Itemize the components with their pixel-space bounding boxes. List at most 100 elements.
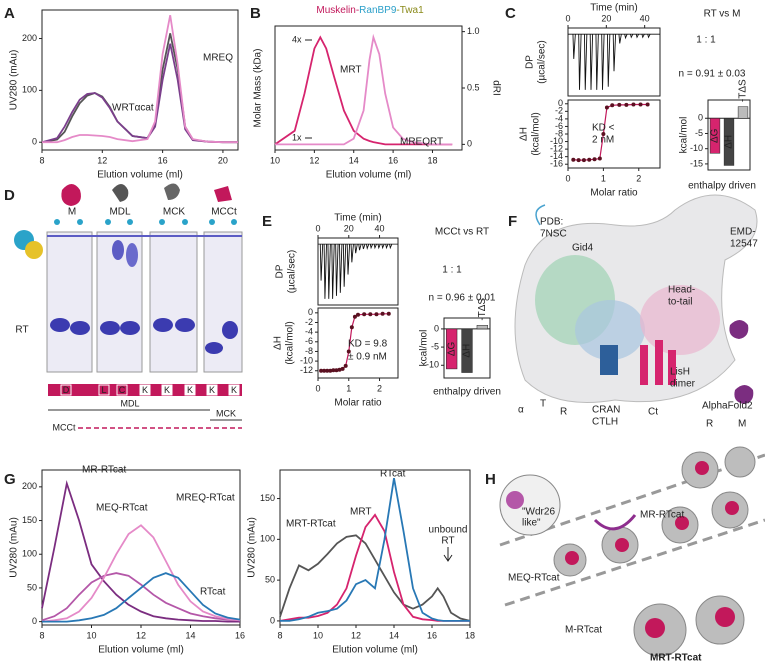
y-tick-label: 50 [265, 575, 275, 585]
y-tick-label: -14 [550, 151, 563, 161]
x-tick-label: 2 [636, 173, 641, 183]
x-axis-label: Elution volume (ml) [326, 170, 412, 181]
injection-peak [607, 34, 611, 87]
domain-label: K [209, 385, 215, 395]
annotation: unbound [429, 525, 468, 536]
data-point [645, 102, 650, 107]
domain-label: K [142, 385, 148, 395]
x-tick-label: 14 [349, 155, 359, 165]
title-part: RanBP9 [359, 5, 397, 16]
x-tick-label: 10 [270, 155, 280, 165]
x-axis-label: Molar ratio [590, 188, 638, 199]
domain-label: L [101, 385, 106, 395]
y2-tick-label: 0.5 [467, 82, 480, 92]
y-tick-label: -10 [550, 136, 563, 146]
data-point [325, 368, 330, 373]
annotation: n = 0.96 ± 0.01 [429, 293, 496, 304]
y-tick-label: 0 [434, 323, 439, 333]
annotation: RT vs M [704, 9, 741, 20]
title-part: Muskelin- [316, 5, 359, 16]
annotation: 1 : 1 [696, 35, 716, 46]
construct-label: MCCt [53, 422, 76, 432]
y-tick-label: -15 [690, 158, 703, 168]
annotation: KD = 9.8 [348, 339, 388, 350]
bar-category: ΔH [462, 344, 473, 358]
domain-box [184, 384, 196, 396]
y-axis-label: kcal/mol [419, 330, 430, 367]
data-point [581, 158, 586, 163]
x-tick-label: 12 [309, 155, 319, 165]
y-tick-label: 0 [32, 137, 37, 147]
structure-label: to-tail [668, 297, 692, 308]
y2-axis-label: dRI [490, 80, 501, 96]
series-line [41, 479, 240, 623]
injection-peak [381, 243, 385, 250]
lane-label: M [68, 207, 76, 218]
x-tick-label: 14 [185, 630, 195, 640]
series-label: MEQ-RTcat [96, 503, 148, 514]
bar-category: ΔG [446, 341, 457, 356]
injection-peak [385, 243, 389, 250]
plot-frame [41, 9, 239, 151]
y-tick-label: 0 [308, 307, 313, 317]
structure-label: dimer [670, 379, 696, 390]
plot-frame [317, 307, 399, 379]
y-axis-label: UV280 (mAu) [9, 50, 20, 111]
injection-peak [327, 244, 331, 299]
series-label: WRTαcat [112, 103, 154, 114]
injection-peak [358, 243, 362, 251]
x-tick-label: 16 [158, 155, 168, 165]
injection-peak [635, 33, 639, 39]
construct-label: MDL [120, 398, 139, 408]
injection-peak [584, 34, 588, 90]
model-label: MR-RTcat [640, 510, 684, 521]
data-point [328, 368, 333, 373]
x-tick-label: 12 [97, 155, 107, 165]
structure-label: CTLH [592, 417, 618, 428]
injection-peak [362, 243, 366, 250]
injection-peak [331, 244, 335, 299]
x-axis-label: Elution volume (ml) [332, 645, 418, 656]
data-point [349, 325, 354, 330]
plot-frame [317, 237, 399, 306]
data-point [610, 103, 615, 108]
series-label: RTcat [200, 587, 226, 598]
y-tick-label: -10 [426, 360, 439, 370]
y-axis-label: Molar Mass (kDa) [253, 49, 264, 128]
annotation: 2 nM [592, 135, 614, 146]
structure-label: CRAN [592, 405, 620, 416]
y-axis-label: (kcal/mol) [531, 112, 542, 155]
y-axis-label: kcal/mol [679, 117, 690, 154]
y-tick-label: -8 [555, 128, 563, 138]
x-axis-label: Time (min) [334, 213, 381, 224]
series-label: MR-RTcat [82, 465, 126, 476]
series-line [274, 35, 453, 146]
injection-peak [342, 244, 347, 287]
y-tick-label: 0 [32, 616, 37, 626]
annotation: ± 0.9 nM [348, 352, 387, 363]
x-tick-label: 40 [640, 13, 650, 23]
injection-peak [630, 33, 634, 39]
plot-frame [274, 25, 463, 151]
data-point [346, 349, 351, 354]
annotation: enthalpy driven [688, 181, 756, 192]
y-axis-label: UV280 (mAu) [9, 517, 20, 578]
injection-peak [369, 243, 374, 250]
title-part: -Twa1 [396, 5, 424, 16]
series-label: MRT [340, 65, 361, 76]
y-tick-label: -10 [690, 143, 703, 153]
panel-letter: B [250, 5, 261, 22]
bar-category: ΔG [710, 128, 721, 143]
data-point [322, 368, 327, 373]
structure-label: LisH [670, 367, 690, 378]
injection-peak [572, 34, 576, 59]
y-tick-label: 0 [270, 615, 275, 625]
injection-peak [641, 33, 645, 39]
domain-box [206, 384, 218, 396]
model-label: M-RTcat [565, 625, 602, 636]
data-point [356, 312, 360, 317]
x-axis-label: Elution volume (ml) [97, 170, 183, 181]
injection-peak [624, 34, 628, 40]
structure-label: M [738, 419, 746, 430]
data-point [386, 311, 391, 316]
